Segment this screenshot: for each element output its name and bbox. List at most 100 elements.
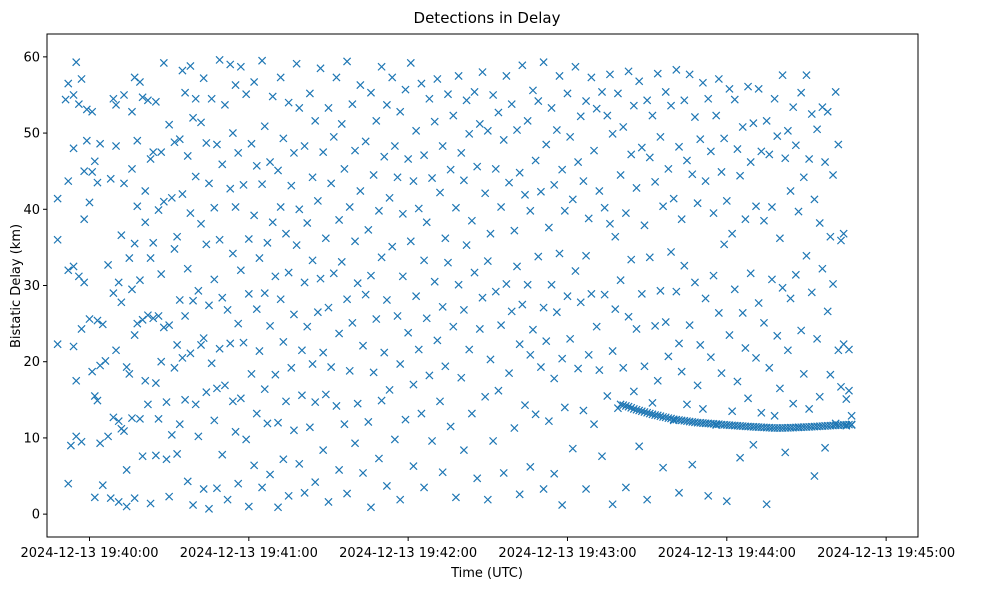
data-point bbox=[597, 87, 607, 96]
data-point bbox=[82, 105, 91, 114]
data-point bbox=[319, 348, 328, 357]
data-point bbox=[486, 229, 495, 238]
data-point bbox=[297, 391, 306, 400]
data-point bbox=[629, 387, 638, 396]
data-point bbox=[305, 423, 314, 432]
data-point bbox=[592, 322, 601, 331]
data-point bbox=[643, 495, 652, 504]
data-point bbox=[733, 145, 742, 154]
data-point bbox=[329, 269, 338, 278]
data-point bbox=[767, 275, 776, 284]
data-point bbox=[640, 407, 649, 417]
data-point bbox=[510, 226, 519, 235]
data-point bbox=[175, 295, 184, 305]
data-point bbox=[799, 173, 808, 182]
data-point bbox=[274, 166, 283, 175]
data-point bbox=[308, 359, 317, 369]
data-point bbox=[507, 100, 516, 109]
data-point bbox=[53, 194, 62, 203]
data-point bbox=[757, 408, 766, 417]
data-point bbox=[457, 148, 466, 157]
data-point bbox=[465, 345, 474, 354]
data-point bbox=[183, 151, 192, 160]
data-point bbox=[539, 484, 548, 494]
data-point bbox=[364, 417, 373, 426]
data-point bbox=[826, 232, 835, 241]
data-point bbox=[627, 255, 636, 264]
data-point bbox=[789, 103, 798, 112]
data-point bbox=[281, 229, 291, 238]
data-point bbox=[409, 380, 418, 389]
data-point bbox=[826, 370, 835, 379]
data-point bbox=[409, 177, 418, 186]
data-point bbox=[590, 420, 599, 429]
data-point bbox=[319, 148, 328, 157]
data-point bbox=[422, 314, 431, 323]
data-point bbox=[374, 454, 383, 463]
data-point bbox=[85, 315, 94, 324]
data-point bbox=[77, 74, 86, 83]
data-point bbox=[189, 113, 198, 122]
data-point bbox=[645, 253, 654, 262]
data-point bbox=[688, 170, 697, 179]
data-point bbox=[815, 218, 824, 228]
data-point bbox=[635, 406, 644, 415]
data-point bbox=[343, 489, 352, 498]
data-point bbox=[653, 69, 662, 78]
data-point bbox=[218, 160, 227, 169]
data-point bbox=[457, 373, 466, 382]
data-point bbox=[353, 279, 362, 288]
data-point bbox=[664, 164, 673, 173]
data-point bbox=[255, 254, 264, 263]
data-point bbox=[114, 497, 123, 506]
data-point bbox=[345, 202, 354, 212]
data-point bbox=[627, 403, 636, 412]
data-point bbox=[584, 350, 593, 359]
data-point bbox=[88, 167, 97, 176]
data-point bbox=[146, 499, 155, 508]
data-point bbox=[159, 323, 168, 332]
data-point bbox=[520, 401, 530, 410]
data-point bbox=[186, 209, 195, 218]
data-point bbox=[717, 167, 726, 176]
data-point bbox=[250, 77, 259, 87]
data-point bbox=[90, 391, 99, 401]
data-point bbox=[159, 58, 168, 67]
data-point bbox=[114, 417, 123, 426]
data-point bbox=[210, 203, 219, 212]
data-point bbox=[242, 435, 251, 444]
data-point bbox=[797, 326, 806, 335]
data-point bbox=[595, 186, 604, 196]
data-point bbox=[90, 157, 99, 166]
data-point bbox=[289, 426, 298, 435]
data-point bbox=[574, 364, 583, 373]
data-point bbox=[728, 229, 737, 238]
data-point bbox=[491, 287, 500, 296]
data-point bbox=[635, 442, 644, 451]
data-point bbox=[483, 495, 492, 504]
data-point bbox=[733, 377, 742, 386]
data-point bbox=[396, 107, 405, 116]
data-point bbox=[823, 307, 832, 316]
data-point bbox=[183, 264, 192, 273]
data-point bbox=[266, 158, 275, 167]
data-point bbox=[420, 256, 429, 265]
data-point bbox=[106, 494, 115, 503]
data-point bbox=[738, 122, 747, 132]
data-point bbox=[775, 384, 784, 393]
data-point bbox=[582, 251, 591, 260]
data-point bbox=[836, 236, 846, 245]
data-point bbox=[590, 146, 599, 155]
data-point bbox=[505, 178, 514, 187]
x-axis-ticks: 2024-12-13 19:40:00 2024-12-13 19:41:00 20… bbox=[20, 537, 955, 561]
data-point bbox=[619, 363, 628, 372]
data-point bbox=[329, 132, 338, 141]
data-point bbox=[706, 147, 715, 156]
data-point bbox=[202, 388, 211, 397]
data-point bbox=[173, 340, 182, 349]
data-point bbox=[117, 231, 126, 240]
data-point bbox=[698, 404, 707, 413]
data-point bbox=[308, 173, 317, 182]
data-point bbox=[438, 142, 447, 151]
